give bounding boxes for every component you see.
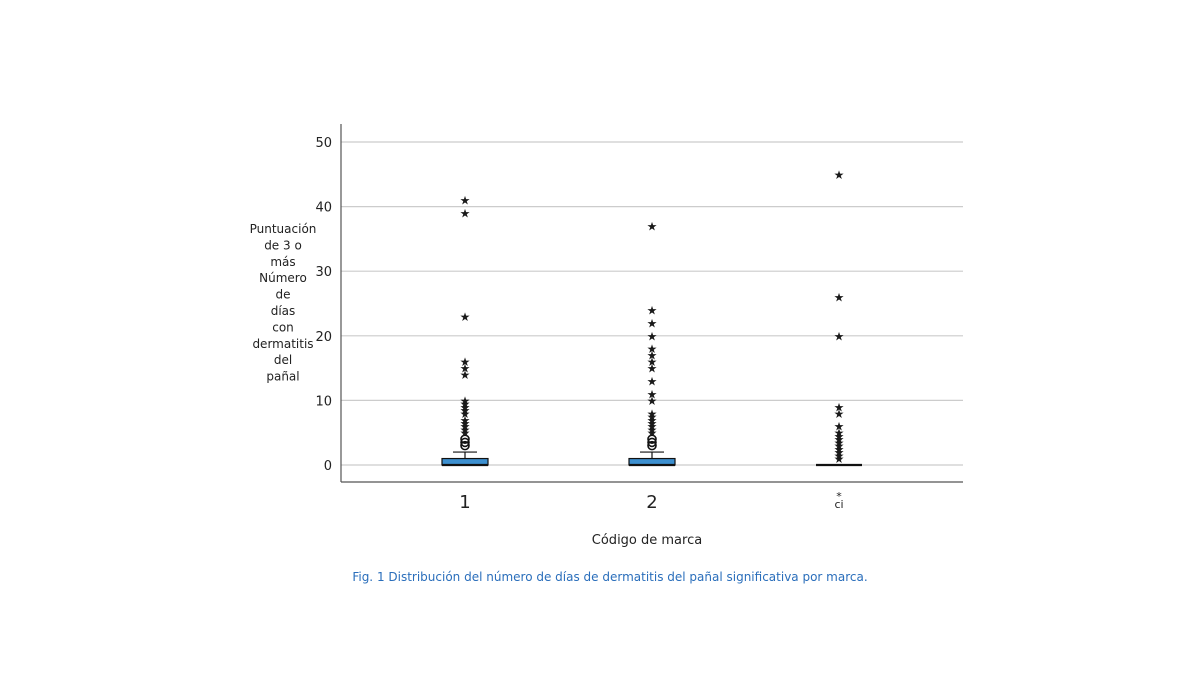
outlier-star: ★ [834,329,845,343]
outlier-star: ★ [460,362,471,376]
outlier-circle [647,434,657,444]
outlier-star: ★ [647,417,658,431]
outlier-star: ★ [460,413,471,427]
outlier-star: ★ [647,329,658,343]
outlier-star: ★ [460,407,471,421]
outlier-star: ★ [460,400,471,414]
outlier-star: ★ [647,349,658,363]
outlier-circle [460,437,470,448]
outlier-star: ★ [834,442,845,456]
category-label-2: 2 [646,492,657,513]
outlier-star: ★ [460,426,471,440]
category-label-ci: ci [834,498,843,511]
outlier-star: ★ [834,420,845,434]
category-label-1: 1 [459,492,470,513]
outlier-star: ★ [647,407,658,421]
outlier-star: ★ [834,426,845,440]
outlier-star: ★ [460,355,471,369]
outlier-star: ★ [834,439,845,453]
y-tick-label-10: 10 [315,394,332,409]
y-axis-label-line: días [271,304,296,318]
outlier-star: ★ [460,194,471,208]
y-axis-label-line: más [270,255,295,269]
outlier-star: ★ [460,207,471,221]
boxes: ★★★★★★★★★★★★★★★★★★★★★★★★★★★★★★★★★★★★★★★★… [441,168,862,467]
outlier-star: ★ [460,420,471,434]
y-axis-label-line: pañal [266,370,299,384]
box-group-2: ★★★★★★★★★★★★★★★★★★ [628,219,676,467]
axes [340,124,963,483]
y-tick-labels: 0 10 20 30 40 50 [315,136,332,474]
outlier-star: ★ [647,426,658,440]
outlier-star: ★ [460,310,471,324]
y-axis-label-line: con [272,320,294,334]
figure-caption: Fig. 1 Distribución del número de días d… [352,570,867,584]
outlier-star: ★ [834,436,845,450]
outlier-star: ★ [460,394,471,408]
outlier-star: ★ [834,168,845,182]
outlier-star: ★ [834,446,845,460]
outlier-circle [460,440,470,451]
outlier-star: ★ [647,387,658,401]
outlier-star: ★ [647,362,658,376]
outlier-star: ★ [834,449,845,463]
category-label-marker: * [836,490,842,503]
outlier-star: ★ [647,413,658,427]
outlier-star: ★ [834,429,845,443]
y-tick-label-40: 40 [315,201,332,216]
outlier-star: ★ [834,291,845,305]
y-tick-label-50: 50 [315,136,332,151]
y-axis-label-line: Puntuación [250,222,317,236]
outlier-star: ★ [834,407,845,421]
y-tick-label-30: 30 [315,265,332,280]
outlier-circle [647,437,657,448]
y-axis-label-line: de [276,288,291,302]
y-axis-label-line: de 3 o [264,238,302,252]
y-tick-label-0: 0 [324,459,332,474]
outlier-star: ★ [647,355,658,369]
x-axis-label: Código de marca [592,533,702,548]
box-group-ci: ★★★★★★★★★★★★★★★ [816,168,862,467]
outlier-star: ★ [647,410,658,424]
outlier-star: ★ [460,368,471,382]
outlier-star: ★ [647,316,658,330]
outlier-star: ★ [647,375,658,389]
outlier-star: ★ [647,394,658,408]
outlier-star: ★ [460,423,471,437]
outlier-circle [460,434,470,444]
outlier-star: ★ [834,452,845,466]
y-tick-label-20: 20 [315,330,332,345]
outlier-circle [647,440,657,451]
y-axis-label-line: del [274,353,292,367]
outlier-star: ★ [834,433,845,447]
outlier-star: ★ [647,219,658,233]
y-axis-label-line: Número [259,271,307,285]
outlier-star: ★ [460,404,471,418]
outlier-star: ★ [647,303,658,317]
outlier-star: ★ [460,397,471,411]
outlier-star: ★ [460,417,471,431]
outlier-star: ★ [834,400,845,414]
outlier-star: ★ [647,420,658,434]
category-labels: 1 2 *ci [459,490,843,513]
y-axis-label-line: dermatitis [252,337,313,351]
outlier-star: ★ [647,342,658,356]
box-group-1: ★★★★★★★★★★★★★★★★ [441,194,489,467]
outlier-star: ★ [647,423,658,437]
